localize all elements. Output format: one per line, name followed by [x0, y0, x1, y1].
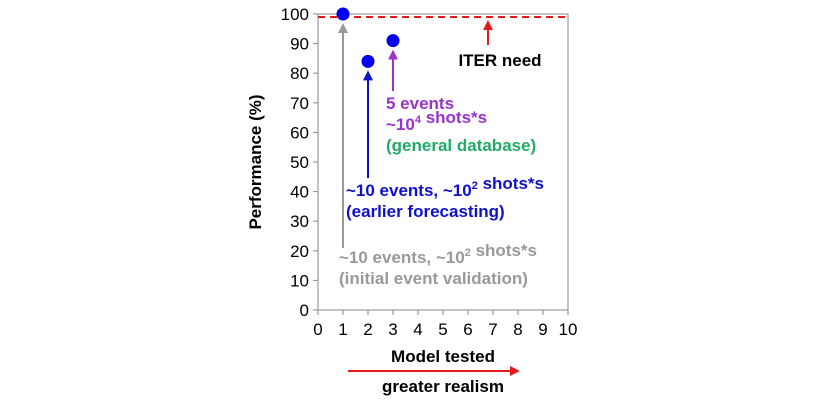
- annotation-2-line-1: ~10 events, ~102 shots*s: [346, 174, 544, 200]
- y-tick-label: 40: [290, 183, 309, 202]
- y-tick-label: 80: [290, 64, 309, 83]
- annotation-2-line-2: (earlier forecasting): [346, 202, 505, 221]
- y-tick-label: 10: [290, 271, 309, 290]
- greater-realism-label: greater realism: [382, 377, 504, 396]
- annotations: 5 events~104 shots*s (general database) ~1…: [339, 94, 544, 288]
- annotation-3-line-1: ~10 events, ~102 shots*s: [339, 241, 537, 267]
- x-tick-label: 7: [488, 320, 497, 339]
- annotation-1-line-2: ~104 shots*s: [386, 108, 487, 134]
- y-tick-label: 50: [290, 153, 309, 172]
- x-tick-label: 9: [538, 320, 547, 339]
- y-tick-label: 90: [290, 35, 309, 54]
- data-points: [336, 7, 400, 68]
- y-tick-label: 70: [290, 94, 309, 113]
- x-tick-label: 1: [338, 320, 347, 339]
- data-point-model-3: [386, 34, 400, 48]
- x-tick-label: 8: [513, 320, 522, 339]
- x-tick-label: 4: [413, 320, 422, 339]
- y-tick-label: 30: [290, 212, 309, 231]
- x-axis-ticks: 0 1 2 3 4 5 6 7 8 9 10: [313, 310, 577, 339]
- annotation-3-line-2: (initial event validation): [339, 269, 528, 288]
- x-tick-label: 0: [313, 320, 322, 339]
- x-tick-label: 2: [363, 320, 372, 339]
- iter-need-label: ITER need: [458, 51, 541, 70]
- annotation-1-line-3: (general database): [386, 136, 536, 155]
- x-axis-title: Model tested: [391, 347, 495, 366]
- data-point-model-2: [361, 54, 375, 68]
- data-point-model-1: [336, 7, 350, 21]
- y-tick-label: 60: [290, 123, 309, 142]
- annotation-1-line-1: 5 events: [386, 94, 454, 113]
- x-tick-label: 6: [463, 320, 472, 339]
- x-tick-label: 3: [388, 320, 397, 339]
- y-axis-ticks: 0 10 20 30 40 50 60 70 80 90 100: [281, 5, 318, 320]
- y-tick-label: 100: [281, 5, 309, 24]
- y-tick-label: 0: [300, 301, 309, 320]
- y-axis-title: Performance (%): [246, 94, 265, 229]
- y-tick-label: 20: [290, 242, 309, 261]
- x-tick-label: 10: [559, 320, 578, 339]
- x-tick-label: 5: [438, 320, 447, 339]
